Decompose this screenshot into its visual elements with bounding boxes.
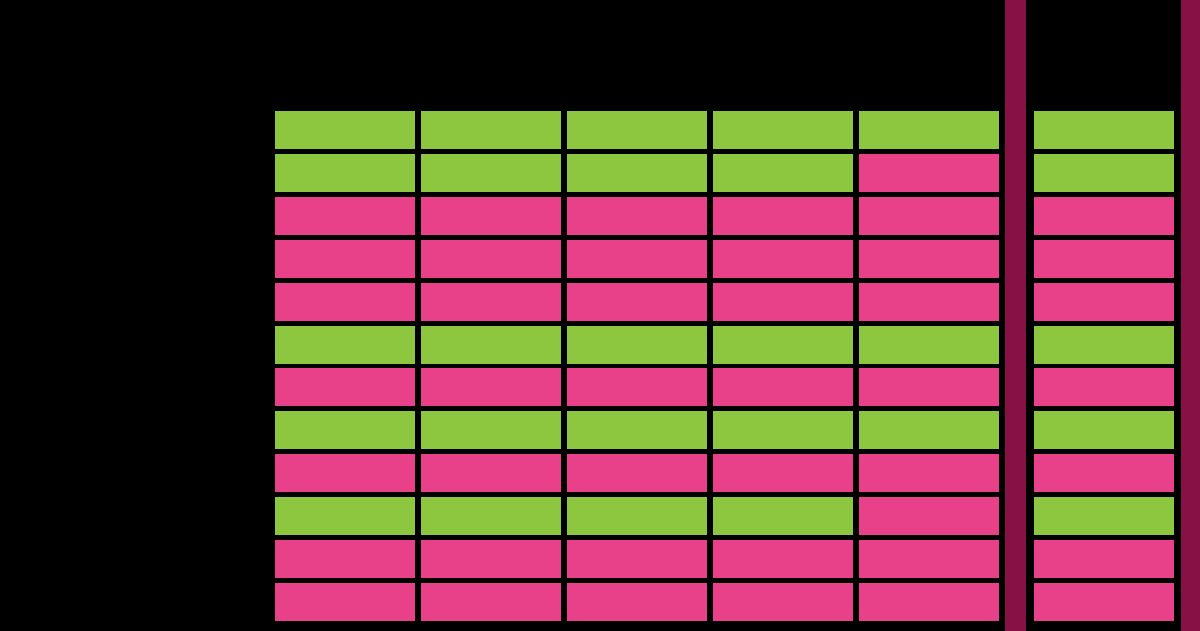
grid-cell-r10-c1 (275, 497, 415, 535)
right-edge-bar (1181, 0, 1200, 631)
grid-cell-r10-c3 (567, 497, 707, 535)
grid-cell-r7-c4 (713, 368, 853, 406)
grid-cell-r8-c3 (567, 411, 707, 449)
grid-cell-r1-c5 (859, 111, 999, 149)
grid-cell-r12-c5 (859, 583, 999, 621)
grid-cell-r4-c4 (713, 240, 853, 278)
grid-cell-r12-c4 (713, 583, 853, 621)
grid-cell-r5-c5 (859, 283, 999, 321)
grid-cell-r5-c2 (421, 283, 561, 321)
grid-cell-r12-c1 (275, 583, 415, 621)
grid-cell-r7-c3 (567, 368, 707, 406)
grid-cell-r8-c5 (859, 411, 999, 449)
grid-cell-r4-c5 (859, 240, 999, 278)
grid-cell-r1-c1 (275, 111, 415, 149)
grid-cell-r6-c2 (421, 326, 561, 364)
grid-cell-r9-c3 (567, 454, 707, 492)
grid-cell-r11-c4 (713, 540, 853, 578)
grid-cell-r1-c2 (421, 111, 561, 149)
grid-cell-r2-c5 (859, 154, 999, 192)
grid-cell-r3-c4 (713, 197, 853, 235)
inner-divider-bar (1005, 0, 1026, 631)
grid-cell-r11-c1 (275, 540, 415, 578)
grid-cell-r2-c3 (567, 154, 707, 192)
grid-cell-r8-c2 (421, 411, 561, 449)
grid-cell-r7-c5 (859, 368, 999, 406)
grid-cell-r2-c6 (1034, 154, 1174, 192)
grid-cell-r8-c1 (275, 411, 415, 449)
grid-cell-r3-c6 (1034, 197, 1174, 235)
grid-cell-r5-c6 (1034, 283, 1174, 321)
grid-cell-r8-c6 (1034, 411, 1174, 449)
grid-cell-r3-c3 (567, 197, 707, 235)
grid-cell-r4-c2 (421, 240, 561, 278)
grid-cell-r9-c1 (275, 454, 415, 492)
grid-cell-r10-c6 (1034, 497, 1174, 535)
grid-cell-r5-c3 (567, 283, 707, 321)
grid-cell-r5-c4 (713, 283, 853, 321)
grid-cell-r6-c1 (275, 326, 415, 364)
grid-cell-r6-c4 (713, 326, 853, 364)
grid-cell-r5-c1 (275, 283, 415, 321)
grid-cell-r10-c2 (421, 497, 561, 535)
grid-cell-r3-c2 (421, 197, 561, 235)
grid-cell-r11-c6 (1034, 540, 1174, 578)
grid-cell-r6-c5 (859, 326, 999, 364)
grid-cell-r3-c1 (275, 197, 415, 235)
grid-cell-r9-c5 (859, 454, 999, 492)
grid-cell-r3-c5 (859, 197, 999, 235)
grid-cell-r2-c1 (275, 154, 415, 192)
grid-cell-r7-c6 (1034, 368, 1174, 406)
grid-cell-r2-c4 (713, 154, 853, 192)
grid-cell-r1-c6 (1034, 111, 1174, 149)
grid-cell-r1-c4 (713, 111, 853, 149)
grid-cell-r9-c2 (421, 454, 561, 492)
grid-cell-r12-c2 (421, 583, 561, 621)
grid-cell-r10-c4 (713, 497, 853, 535)
grid-cell-r8-c4 (713, 411, 853, 449)
grid-cell-r9-c4 (713, 454, 853, 492)
grid-cell-r4-c3 (567, 240, 707, 278)
grid-cell-r4-c6 (1034, 240, 1174, 278)
grid-cell-r9-c6 (1034, 454, 1174, 492)
grid-cell-r11-c3 (567, 540, 707, 578)
grid-cell-r6-c6 (1034, 326, 1174, 364)
grid-cell-r10-c5 (859, 497, 999, 535)
grid-cell-r2-c2 (421, 154, 561, 192)
grid-cell-r7-c2 (421, 368, 561, 406)
grid-cell-r12-c3 (567, 583, 707, 621)
grid-cell-r6-c3 (567, 326, 707, 364)
grid-cell-r11-c5 (859, 540, 999, 578)
grid-cell-r12-c6 (1034, 583, 1174, 621)
grid-cell-r11-c2 (421, 540, 561, 578)
grid-cell-r1-c3 (567, 111, 707, 149)
grid-cell-r4-c1 (275, 240, 415, 278)
grid-cell-r7-c1 (275, 368, 415, 406)
